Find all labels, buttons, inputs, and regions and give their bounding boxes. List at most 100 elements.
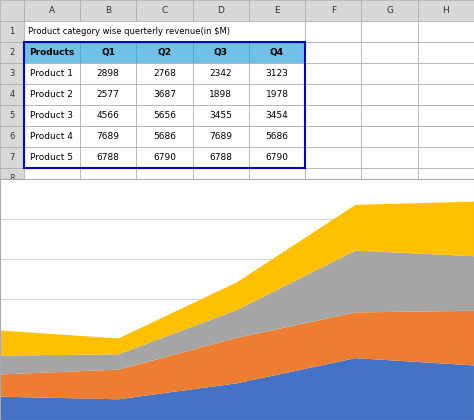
Text: 3455: 3455 [209, 111, 232, 120]
Bar [418, 84, 474, 105]
Text: Q1: Q1 [101, 48, 115, 57]
Text: Q2: Q2 [157, 48, 172, 57]
Bar [136, 105, 192, 126]
Bar [361, 147, 418, 168]
Bar [24, 84, 80, 105]
Text: 8: 8 [9, 174, 15, 183]
Bar [305, 0, 362, 21]
Bar [249, 63, 305, 84]
Bar [361, 0, 418, 21]
Bar [0, 168, 24, 189]
Text: 2768: 2768 [153, 69, 176, 78]
Bar [192, 168, 249, 189]
Bar [24, 147, 80, 168]
Bar [0, 21, 24, 42]
Bar [305, 168, 362, 189]
Bar [305, 63, 362, 84]
Text: G: G [386, 6, 393, 15]
Bar [192, 0, 249, 21]
Bar [305, 147, 362, 168]
Bar [249, 84, 305, 105]
Bar [24, 21, 305, 42]
Bar [305, 105, 362, 126]
Bar [24, 126, 80, 147]
Text: Product 5: Product 5 [30, 153, 73, 162]
Text: 3: 3 [9, 69, 15, 78]
Text: 6788: 6788 [209, 153, 232, 162]
Text: E: E [274, 6, 280, 15]
Bar [80, 42, 137, 63]
Text: 6790: 6790 [153, 153, 176, 162]
Bar [418, 147, 474, 168]
Text: D: D [217, 6, 224, 15]
Bar [136, 63, 192, 84]
Text: 6: 6 [9, 132, 15, 141]
Text: 4566: 4566 [97, 111, 119, 120]
Bar [361, 105, 418, 126]
Bar [136, 0, 192, 21]
Text: Product 1: Product 1 [30, 69, 73, 78]
Bar [361, 42, 418, 63]
Bar [418, 21, 474, 42]
Text: H: H [443, 6, 449, 15]
Bar [80, 147, 137, 168]
Bar [136, 168, 192, 189]
Bar [192, 126, 249, 147]
Text: Product 2: Product 2 [30, 90, 73, 99]
Bar [361, 63, 418, 84]
Text: 3454: 3454 [265, 111, 288, 120]
Bar [249, 105, 305, 126]
Bar [249, 42, 305, 63]
Bar [80, 63, 137, 84]
Bar [418, 0, 474, 21]
Bar [249, 126, 305, 147]
Bar [418, 63, 474, 84]
Bar [24, 42, 305, 168]
Text: B: B [105, 6, 111, 15]
Bar [80, 105, 137, 126]
Text: 2: 2 [9, 48, 15, 57]
Bar [305, 126, 362, 147]
Text: Products: Products [29, 48, 74, 57]
Bar [0, 84, 24, 105]
Bar [192, 63, 249, 84]
Bar [249, 168, 305, 189]
Text: 7689: 7689 [97, 132, 119, 141]
Bar [24, 105, 80, 126]
Text: 7: 7 [9, 153, 15, 162]
Bar [192, 105, 249, 126]
Bar [0, 42, 24, 63]
Text: Product 4: Product 4 [30, 132, 73, 141]
Text: 5: 5 [9, 111, 15, 120]
Bar [24, 42, 80, 63]
Bar [24, 0, 80, 21]
Bar [0, 126, 24, 147]
Bar [80, 168, 137, 189]
Bar [136, 147, 192, 168]
Bar [80, 0, 137, 21]
Bar [305, 21, 362, 42]
Bar [0, 147, 24, 168]
Bar [305, 42, 362, 63]
Text: 3687: 3687 [153, 90, 176, 99]
Text: F: F [331, 6, 336, 15]
Bar [249, 0, 305, 21]
Bar [80, 126, 137, 147]
Text: Product category wise querterly revenue(in $M): Product category wise querterly revenue(… [28, 27, 230, 36]
Text: 7689: 7689 [209, 132, 232, 141]
Bar [136, 84, 192, 105]
Bar [361, 168, 418, 189]
Text: 6790: 6790 [265, 153, 289, 162]
Bar [192, 42, 249, 63]
Text: 6788: 6788 [97, 153, 119, 162]
Bar [305, 84, 362, 105]
Bar [361, 84, 418, 105]
Text: 1898: 1898 [209, 90, 232, 99]
Bar [136, 126, 192, 147]
Bar [24, 63, 80, 84]
Text: 1: 1 [9, 27, 15, 36]
Text: 5686: 5686 [265, 132, 289, 141]
Text: 2577: 2577 [97, 90, 119, 99]
Text: Product 3: Product 3 [30, 111, 73, 120]
Bar [361, 21, 418, 42]
